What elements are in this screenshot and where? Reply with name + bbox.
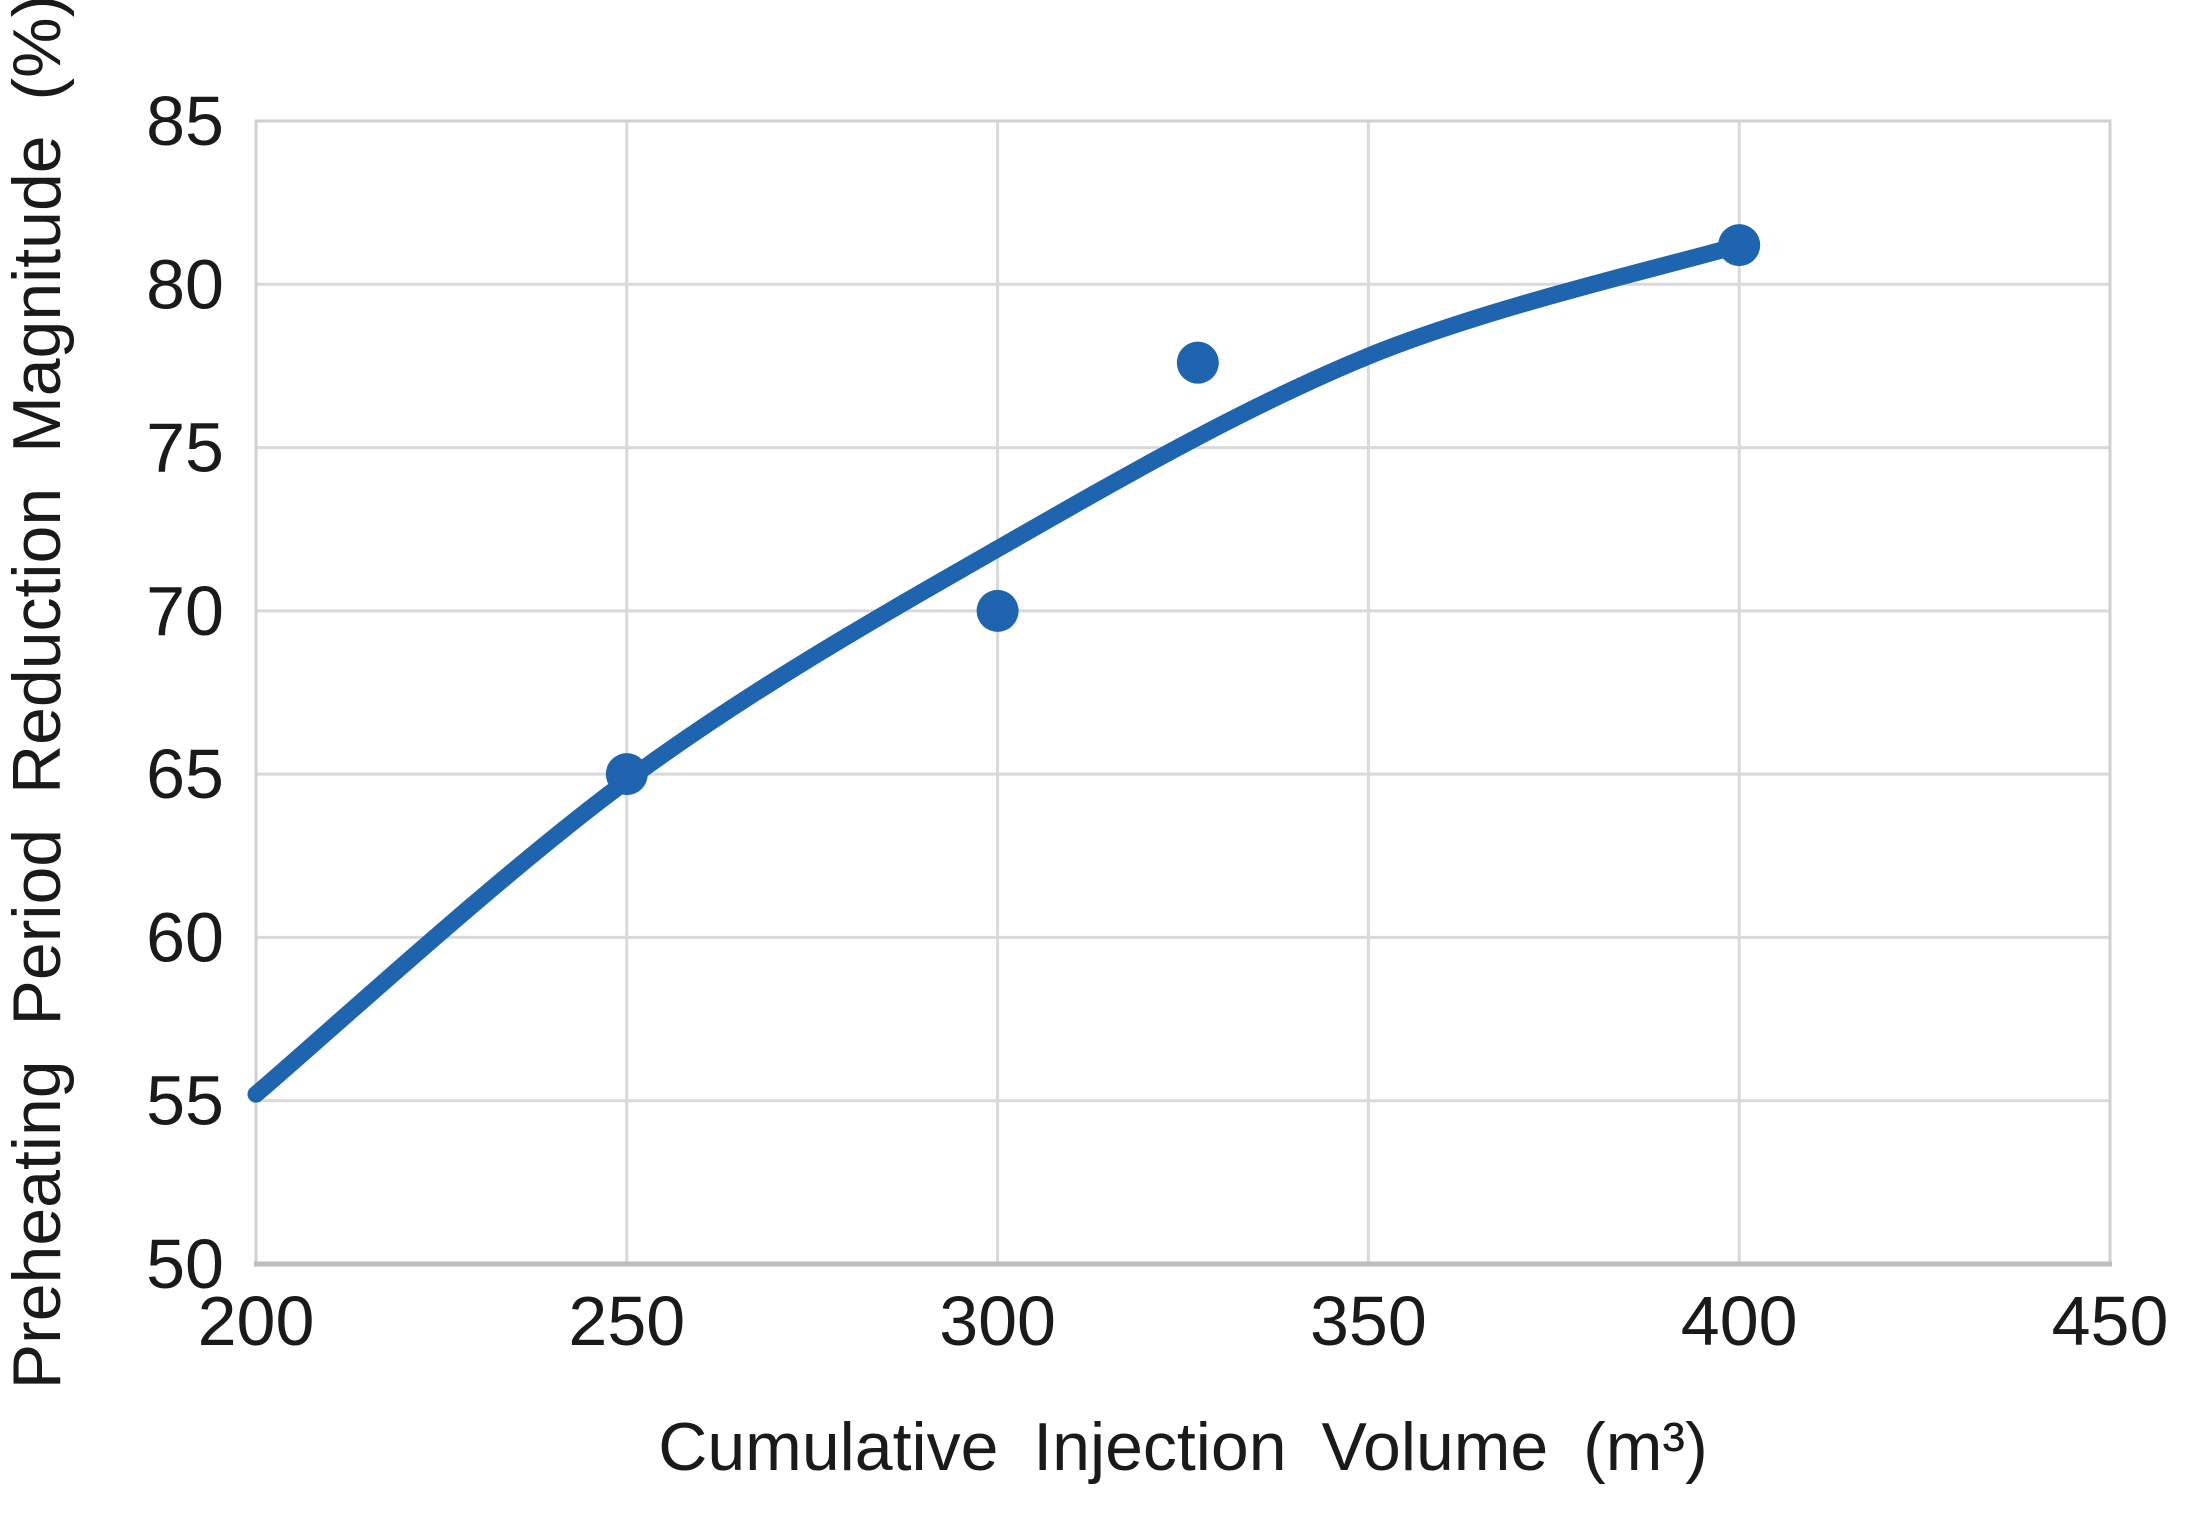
y-axis-title: Preheating Period Reduction Magnitude (%… — [0, 0, 75, 1389]
trend-line — [247, 236, 1748, 1103]
y-tick-label: 85 — [146, 82, 224, 160]
x-tick-label: 350 — [1310, 1282, 1427, 1360]
y-tick-label: 80 — [146, 245, 224, 323]
y-tick-label: 55 — [146, 1062, 224, 1140]
data-point — [1176, 341, 1219, 384]
data-point — [976, 589, 1019, 632]
x-tick-label: 200 — [198, 1282, 315, 1360]
y-tick-label: 60 — [146, 898, 224, 976]
data-point — [1718, 224, 1761, 267]
y-tick-label: 75 — [146, 409, 224, 487]
x-axis-title: Cumulative Injection Volume (m³) — [658, 1409, 1707, 1485]
data-points — [605, 224, 1761, 796]
tick-labels: 200 250 300 350 400 450 50 55 60 65 70 75 80 85 — [146, 82, 2168, 1360]
x-tick-label: 400 — [1681, 1282, 1798, 1360]
data-point — [605, 753, 648, 796]
plot-border — [254, 119, 2112, 1266]
x-tick-label: 300 — [939, 1282, 1056, 1360]
gridlines — [254, 119, 2112, 1266]
x-tick-label: 450 — [2052, 1282, 2169, 1360]
y-tick-label: 70 — [146, 572, 224, 650]
y-tick-label: 65 — [146, 735, 224, 813]
x-tick-label: 250 — [568, 1282, 685, 1360]
y-tick-label: 50 — [146, 1225, 224, 1303]
